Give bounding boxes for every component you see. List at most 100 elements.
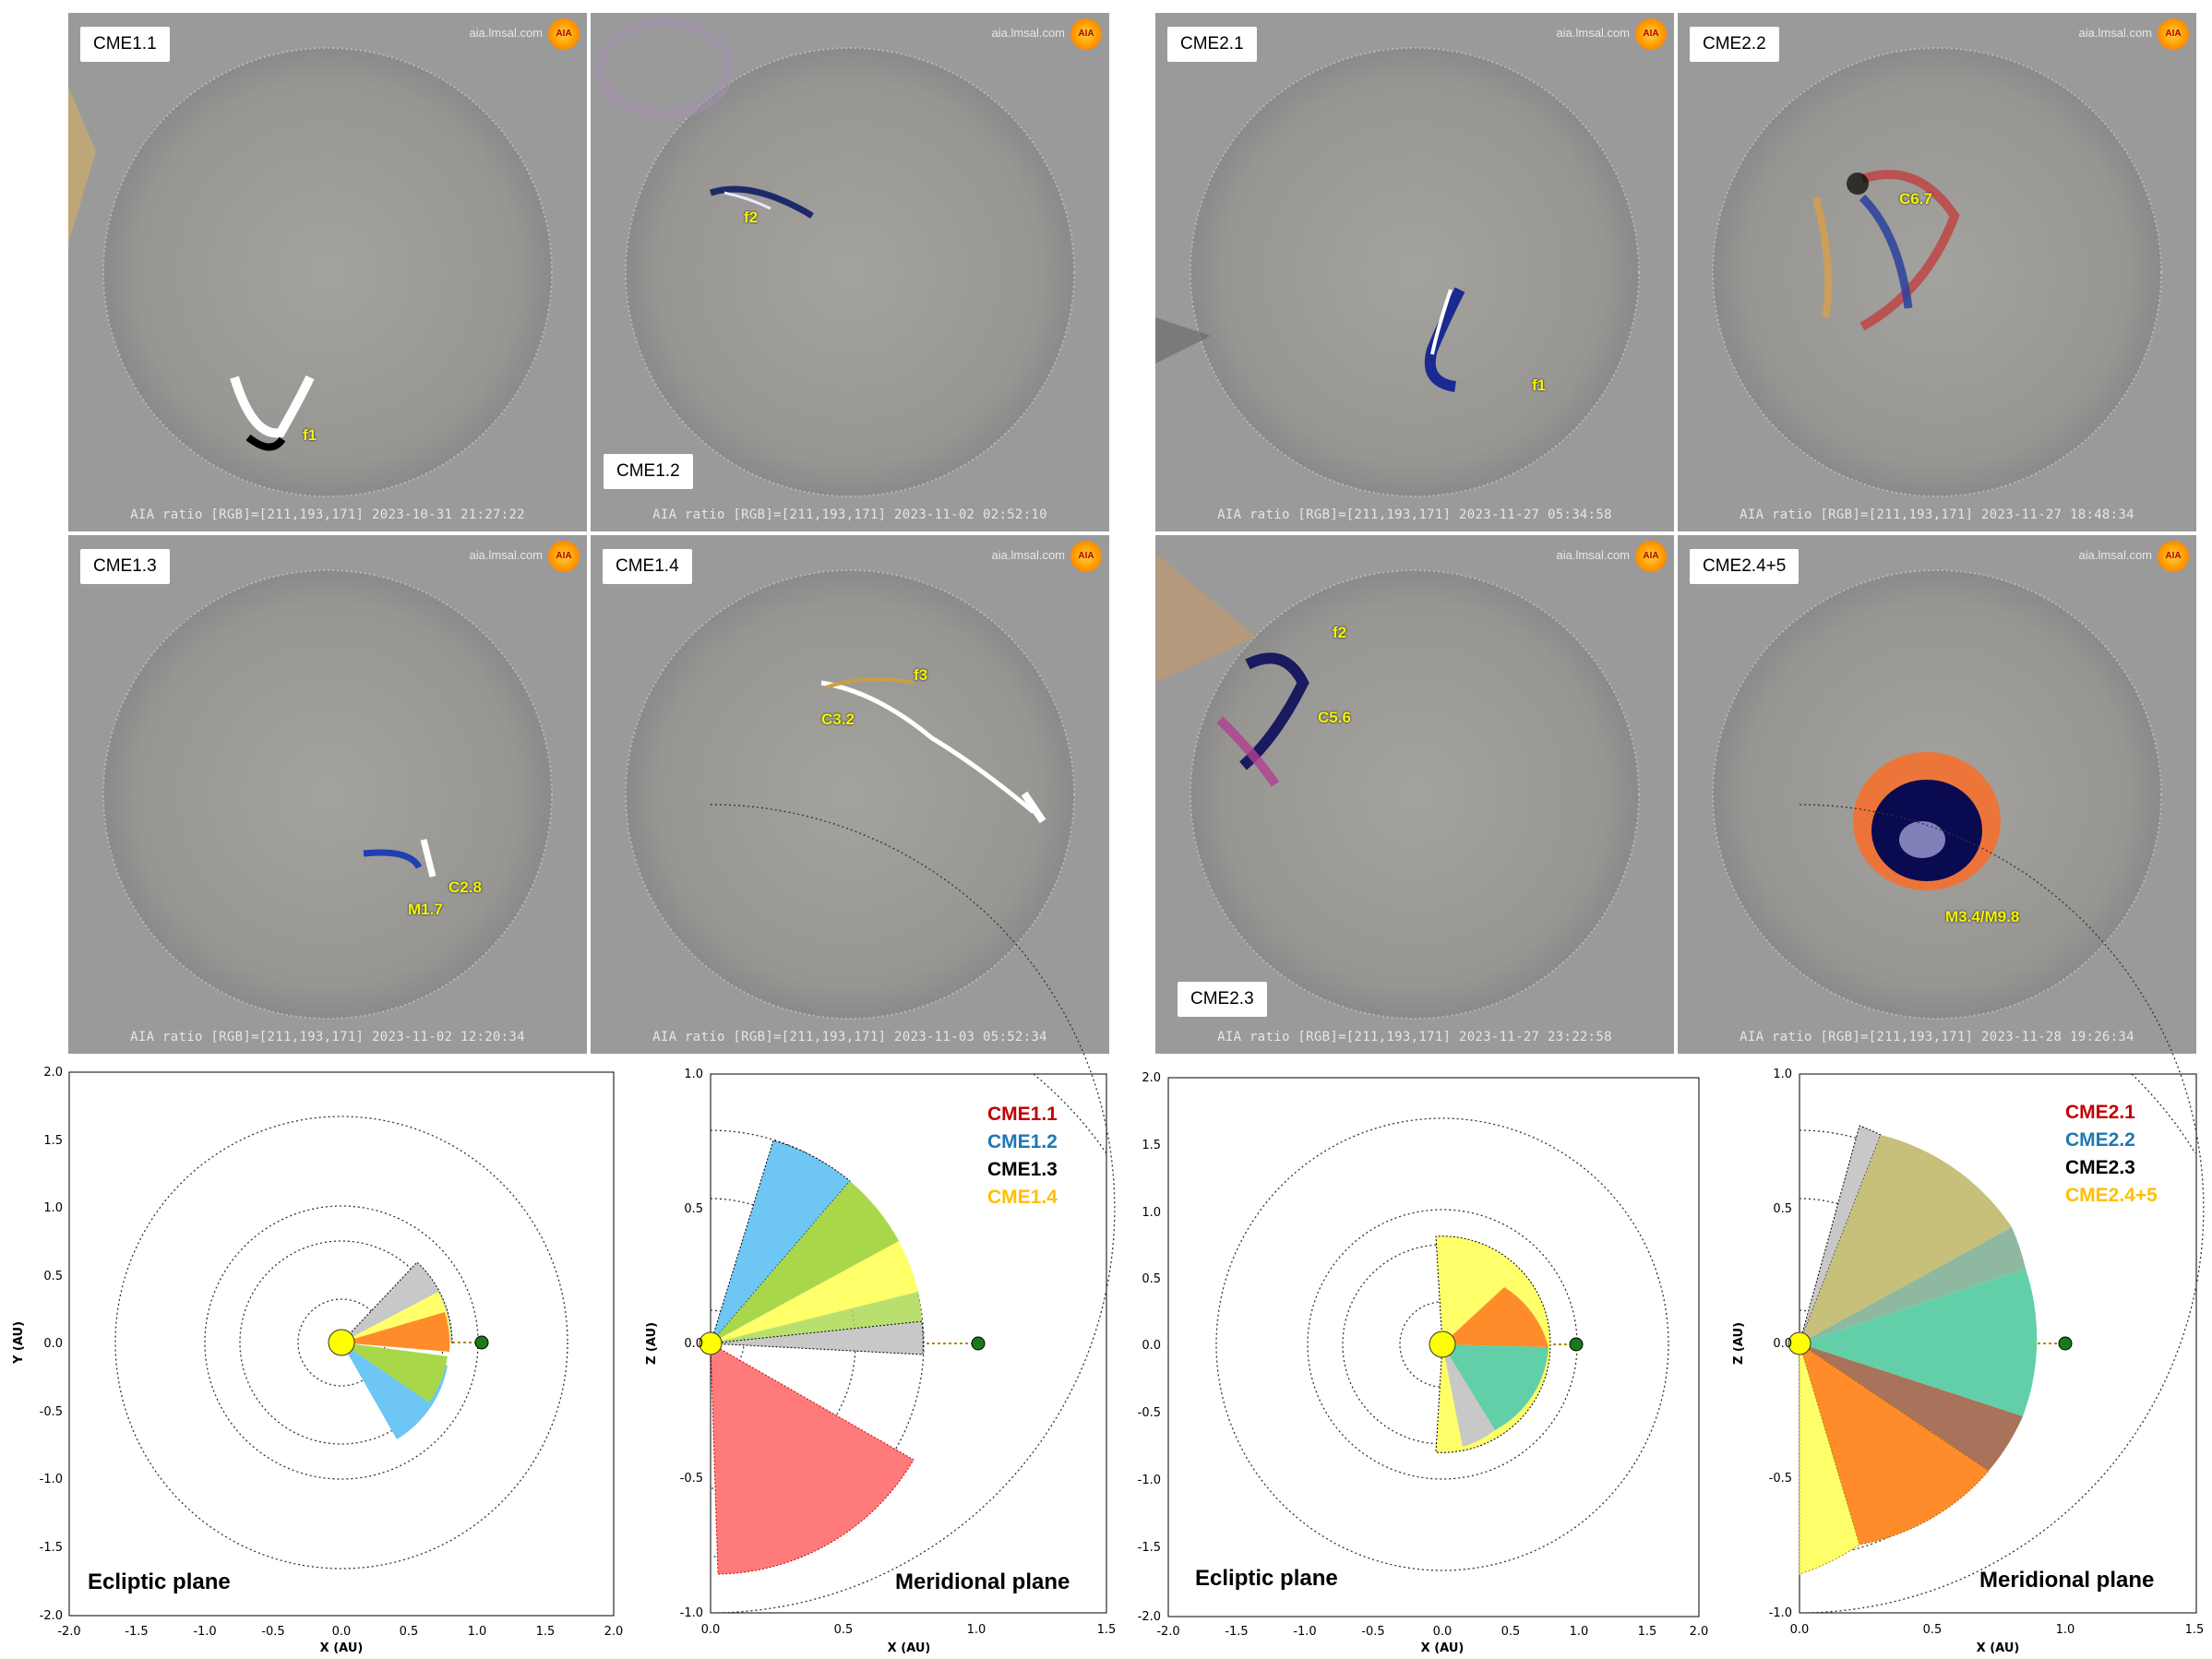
site-label: aia.lmsal.com [2078,26,2152,40]
aia-logo: AIA [1070,18,1102,50]
flare-annotation: M1.7 [408,901,443,918]
svg-text:0.0: 0.0 [1142,1339,1161,1353]
aia-logo: AIA [548,18,580,50]
aia-panel-cme2-4-5: CME2.4+5 aia.lmsal.com AIA M3.4/M9.8 AIA… [1678,535,2196,1054]
panel-caption: AIA ratio [RGB]=[211,193,171] 2023-10-31… [130,507,525,522]
plane-label: Ecliptic plane [88,1569,231,1594]
flare-annotation: f1 [1532,376,1547,394]
svg-text:-1.5: -1.5 [1138,1541,1161,1555]
ecliptic-plot-svg: -2.0 -1.5 -1.0 -0.5 0.0 0.5 1.0 1.5 2.0 … [12,1066,624,1655]
svg-text:1.5: 1.5 [1142,1139,1161,1152]
ecliptic-plot-1: -2.0 -1.5 -1.0 -0.5 0.0 0.5 1.0 1.5 2.0 … [0,1061,628,1659]
svg-text:2.0: 2.0 [1690,1625,1709,1639]
site-label: aia.lmsal.com [991,26,1065,40]
aia-logo: AIA [548,541,580,572]
svg-text:-2.0: -2.0 [57,1625,80,1639]
panel-label: CME1.4 [603,549,692,584]
svg-text:0.0: 0.0 [701,1623,721,1637]
svg-text:-1.5: -1.5 [125,1625,148,1639]
svg-text:-2.0: -2.0 [40,1609,63,1623]
svg-text:0.5: 0.5 [400,1625,419,1639]
flare-annotation: C2.8 [448,878,482,896]
legend-item: CME2.1 [2065,1102,2135,1123]
svg-text:-0.5: -0.5 [1769,1472,1792,1486]
sun-disk-image [1155,47,1640,497]
svg-text:0.5: 0.5 [1142,1272,1161,1286]
sun-disk-image [594,17,1075,497]
svg-text:0.0: 0.0 [43,1337,63,1351]
flare-annotation: C5.6 [1318,709,1351,726]
meridional-plot-svg: 0.0 0.5 1.0 1.5 1.0 0.5 0.0 -0.5 -1.0 X … [1732,804,2205,1655]
svg-text:1.5: 1.5 [1097,1623,1117,1637]
svg-text:1.0: 1.0 [1773,1068,1792,1081]
meridional-plot-1: 0.0 0.5 1.0 1.5 1.0 0.5 0.0 -0.5 -1.0 X … [628,804,1116,1659]
svg-text:-0.5: -0.5 [1361,1625,1384,1639]
site-label: aia.lmsal.com [991,548,1065,562]
panel-label: CME2.1 [1167,27,1257,62]
y-axis-ticks: 2.0 1.5 1.0 0.5 0.0 -0.5 -1.0 -1.5 -2.0 [40,1066,63,1623]
svg-text:-0.5: -0.5 [680,1472,703,1486]
svg-text:1.0: 1.0 [1142,1206,1161,1220]
z-axis-label: Z (AU) [645,1322,659,1365]
svg-text:1.0: 1.0 [684,1068,703,1081]
svg-text:0.5: 0.5 [43,1270,63,1283]
x-axis-label: X (AU) [1977,1641,2020,1655]
legend: CME2.1 CME2.2 CME2.3 CME2.4+5 [2065,1102,2158,1206]
svg-text:2.0: 2.0 [604,1625,624,1639]
site-label: aia.lmsal.com [469,26,543,40]
svg-text:1.0: 1.0 [967,1623,986,1637]
svg-text:1.0: 1.0 [1570,1625,1589,1639]
x-axis-ticks: -2.0 -1.5 -1.0 -0.5 0.0 0.5 1.0 1.5 2.0 [1156,1625,1708,1639]
sun-disk-image [625,569,1075,1020]
panel-label: CME2.3 [1178,982,1267,1017]
svg-text:0.5: 0.5 [1923,1623,1943,1637]
meridional-plot-svg: 0.0 0.5 1.0 1.5 1.0 0.5 0.0 -0.5 -1.0 X … [645,804,1116,1655]
aia-panel-cme2-3: CME2.3 aia.lmsal.com AIA f2 C5.6 AIA rat… [1155,535,1674,1054]
svg-text:1.5: 1.5 [536,1625,556,1639]
panel-label: CME2.2 [1690,27,1779,62]
panel-caption: AIA ratio [RGB]=[211,193,171] 2023-11-02… [652,507,1047,522]
svg-text:2.0: 2.0 [43,1066,63,1080]
x-axis-label: X (AU) [1421,1641,1465,1655]
site-label: aia.lmsal.com [1556,548,1630,562]
x-axis-label: X (AU) [888,1641,931,1655]
panel-caption: AIA ratio [RGB]=[211,193,171] 2023-11-28… [1740,1030,2134,1044]
svg-text:-1.0: -1.0 [680,1606,703,1620]
site-label: aia.lmsal.com [1556,26,1630,40]
svg-text:0.5: 0.5 [834,1623,854,1637]
sun-disk-image [102,569,553,1020]
legend-item: CME1.2 [987,1131,1058,1152]
aia-panel-cme1-2: CME1.2 aia.lmsal.com AIA f2 AIA ratio [R… [591,13,1109,531]
sun-disk-image [68,47,553,497]
aia-panel-cme1-4: CME1.4 aia.lmsal.com AIA f3 C3.2 AIA rat… [591,535,1109,1054]
aia-logo: AIA [2158,18,2189,50]
panel-label: CME1.2 [604,454,693,489]
z-axis-label: Z (AU) [1732,1322,1746,1365]
panel-caption: AIA ratio [RGB]=[211,193,171] 2023-11-27… [1740,507,2134,522]
flare-annotation: M3.4/M9.8 [1945,908,2020,925]
panel-caption: AIA ratio [RGB]=[211,193,171] 2023-11-02… [130,1030,525,1044]
ecliptic-plot-2: -2.0 -1.5 -1.0 -0.5 0.0 0.5 1.0 1.5 2.0 … [1107,1061,1709,1659]
aia-logo: AIA [1635,541,1667,572]
ecliptic-plot-svg: -2.0 -1.5 -1.0 -0.5 0.0 0.5 1.0 1.5 2.0 … [1138,1071,1709,1655]
svg-text:-0.5: -0.5 [40,1405,63,1419]
sun-disk-image [1712,569,2162,1020]
aia-panel-cme2-1: CME2.1 aia.lmsal.com AIA f1 AIA ratio [R… [1155,13,1674,531]
panel-caption: AIA ratio [RGB]=[211,193,171] 2023-11-03… [652,1030,1047,1044]
flare-annotation: f2 [1333,624,1347,641]
svg-text:0.5: 0.5 [1773,1202,1792,1216]
svg-text:-1.0: -1.0 [1769,1606,1792,1620]
legend: CME1.1 CME1.2 CME1.3 CME1.4 [987,1104,1058,1208]
svg-text:0.0: 0.0 [684,1337,703,1351]
panel-label: CME2.4+5 [1690,549,1799,584]
svg-text:1.0: 1.0 [468,1625,487,1639]
sun-disk-image [1155,554,1640,1020]
svg-text:0.5: 0.5 [1501,1625,1521,1639]
plane-label: Meridional plane [1979,1568,2154,1593]
svg-text:-1.0: -1.0 [193,1625,216,1639]
y-axis-label: Y (AU) [12,1321,26,1365]
x-axis-ticks: 0.0 0.5 1.0 1.5 [701,1623,1117,1637]
svg-text:1.0: 1.0 [43,1201,63,1215]
panel-label: CME1.1 [80,27,170,62]
panel-label: CME1.3 [80,549,170,584]
